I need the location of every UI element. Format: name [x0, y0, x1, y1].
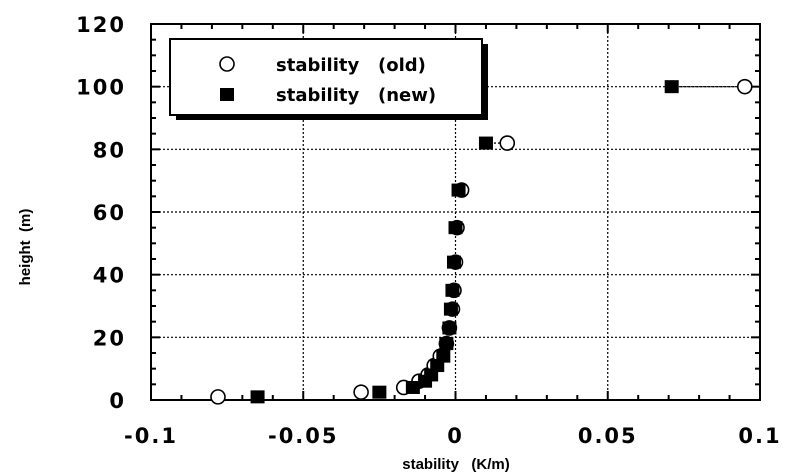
- legend: stability (old) stability (new): [169, 38, 488, 120]
- y-tick-label-6: 120: [76, 13, 126, 37]
- y-tick-label-1: 20: [93, 326, 126, 350]
- y-tick-labels: 0 20 40 60 80 100 120: [76, 13, 126, 413]
- old-point-15: [736, 78, 753, 95]
- x-tick-label-1: -0.05: [268, 424, 339, 448]
- x-tick-label-2: 0: [447, 424, 464, 448]
- y-tick-label-3: 60: [93, 201, 126, 225]
- new-point-1: [372, 385, 387, 399]
- legend-box: [169, 38, 483, 116]
- old-point-0: [210, 389, 226, 405]
- x-tick-label-0: -0.1: [124, 424, 178, 448]
- y-tick-label-5: 100: [76, 76, 126, 100]
- new-point-11: [446, 255, 461, 269]
- x-tick-label-3: 0.05: [578, 424, 638, 448]
- x-tick-labels: -0.1 -0.05 0 0.05 0.1: [124, 424, 781, 448]
- legend-label-new: stability (new): [276, 85, 436, 106]
- new-point-10: [445, 283, 460, 297]
- x-axis-title: stability (K/m): [402, 456, 510, 473]
- legend-filled-square-marker: [220, 88, 234, 101]
- new-point-15: [664, 80, 679, 94]
- data-points: [210, 78, 753, 405]
- legend-open-circle-marker: [219, 56, 235, 72]
- y-tick-label-2: 40: [93, 264, 126, 288]
- new-point-14: [478, 136, 493, 150]
- new-point-0: [250, 390, 265, 404]
- old-point-1: [353, 384, 369, 400]
- new-point-6: [436, 349, 451, 363]
- old-point-14: [499, 135, 516, 151]
- y-tick-label-0: 0: [109, 389, 126, 413]
- axis-ticks: [150, 23, 761, 401]
- new-point-13: [451, 183, 466, 197]
- guide-lines: [485, 85, 745, 144]
- new-point-8: [442, 321, 457, 335]
- y-axis-title: height (m): [17, 209, 34, 286]
- legend-label-old: stability (old): [276, 55, 426, 76]
- new-point-9: [443, 302, 458, 316]
- new-point-2: [405, 380, 420, 394]
- new-point-7: [439, 337, 454, 351]
- x-tick-label-4: 0.1: [738, 424, 781, 448]
- y-tick-label-4: 80: [93, 138, 126, 162]
- new-point-12: [448, 221, 463, 235]
